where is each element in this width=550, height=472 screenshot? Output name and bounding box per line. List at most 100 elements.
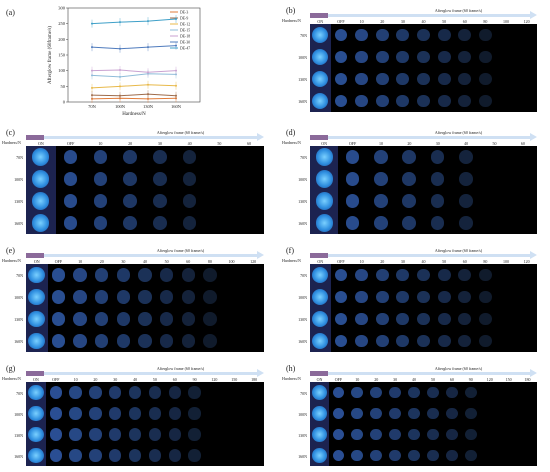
column-label: OFF (337, 19, 345, 24)
sample-disc (374, 194, 388, 208)
sample-disc (375, 312, 389, 326)
sample-disc (63, 150, 78, 164)
panel-c: (c) Afterglow frame (60 frame/s) Hardness/… (0, 122, 272, 240)
column-label: OFF (52, 377, 60, 382)
sample-disc (153, 150, 167, 164)
column-label: 10 (98, 141, 103, 146)
panel-label: (h) (286, 364, 296, 373)
sample-disc (182, 172, 197, 186)
sample-disc (312, 70, 329, 88)
sample-disc (446, 407, 458, 420)
panel-label: (b) (286, 6, 296, 15)
sample-disc (437, 50, 451, 64)
sample-disc (248, 407, 260, 419)
column-label: 10 (378, 141, 383, 146)
sample-disc (28, 310, 46, 328)
sample-disc (488, 150, 502, 164)
row-label: 70N (16, 273, 23, 278)
sample-disc (188, 428, 201, 441)
row-label: 130N (14, 317, 23, 322)
sample-disc (459, 216, 473, 230)
column-label: ON (33, 259, 40, 264)
sample-disc (248, 428, 260, 440)
sample-disc (459, 150, 473, 164)
sample-disc (312, 427, 327, 442)
sample-disc (138, 312, 152, 326)
y-tick-label: 300 (58, 6, 66, 11)
x-axis-label: Hardness/N (122, 112, 146, 117)
sample-disc (332, 386, 345, 399)
row-label: 100N (298, 411, 307, 417)
panel-label: (c) (6, 128, 15, 137)
sample-disc (488, 172, 502, 186)
sample-disc (138, 268, 152, 282)
hardness-header: Hardness/N (282, 140, 301, 145)
sample-disc (334, 290, 348, 304)
sample-disc (168, 407, 181, 420)
row-label: 130N (14, 199, 23, 204)
legend-label: DE-12 (180, 23, 190, 27)
sample-disc (159, 268, 174, 282)
sample-disc (351, 428, 364, 441)
column-label: ON (33, 377, 39, 382)
column-label: 90 (468, 377, 473, 382)
sample-disc (73, 334, 87, 348)
sample-disc (355, 268, 368, 282)
legend-label: DE-15 (180, 29, 190, 33)
column-label: 60 (462, 259, 467, 264)
sample-disc (73, 312, 87, 326)
sample-disc (417, 312, 430, 326)
panel-a: (a) 0 50 100 150 200 250 300 70N 100N 130N 160N Har… (0, 0, 275, 118)
sample-disc (181, 334, 195, 348)
sample-disc (312, 288, 329, 306)
sample-disc (484, 450, 496, 462)
sample-disc (109, 386, 122, 399)
sample-disc (396, 334, 410, 348)
legend-label: DE-3 (180, 11, 188, 15)
sample-disc (182, 150, 197, 164)
sample-disc (312, 48, 329, 66)
sample-disc (315, 192, 333, 210)
column-label: 20 (99, 259, 104, 264)
legend-label: DE-47 (180, 47, 190, 51)
sample-disc (479, 50, 492, 64)
sample-disc (228, 428, 240, 440)
sample-disc (228, 407, 240, 419)
sample-disc (242, 216, 256, 230)
row-label: 100N (298, 177, 307, 182)
sample-disc (355, 28, 368, 42)
sample-disc (464, 428, 477, 441)
row-label: 160N (14, 221, 23, 226)
column-label: 50 (430, 377, 435, 382)
sample-disc (123, 194, 137, 208)
frame-arrow (310, 372, 531, 375)
sample-disc (315, 170, 333, 188)
sample-disc (334, 334, 348, 348)
column-label: 50 (492, 141, 497, 146)
sample-disc (479, 290, 492, 304)
sample-disc (389, 386, 401, 399)
sample-disc (148, 386, 162, 399)
sample-disc (479, 94, 492, 108)
sample-disc (334, 94, 348, 108)
on-column (310, 264, 331, 352)
column-label: 60 (449, 377, 454, 382)
column-label: 30 (157, 141, 162, 146)
frame-arrowhead (257, 133, 264, 141)
sample-disc (138, 290, 152, 304)
sample-disc (332, 428, 345, 441)
row-label: 160N (298, 221, 307, 226)
sample-disc (153, 216, 167, 230)
frame-arrowhead (530, 11, 537, 19)
afterglow-title: Afterglow frame (60 frame/s) (434, 366, 483, 371)
sample-disc (168, 428, 181, 441)
sample-disc (437, 290, 451, 304)
sample-disc (246, 290, 259, 303)
sample-disc (408, 386, 420, 399)
sample-disc (28, 447, 44, 464)
y-axis-label: Afterglow frame (60frame/s) (48, 26, 53, 84)
sample-disc (123, 172, 137, 186)
y-tick-label: 50 (61, 84, 66, 89)
sample-disc (315, 214, 333, 232)
row-label: 70N (300, 273, 307, 278)
